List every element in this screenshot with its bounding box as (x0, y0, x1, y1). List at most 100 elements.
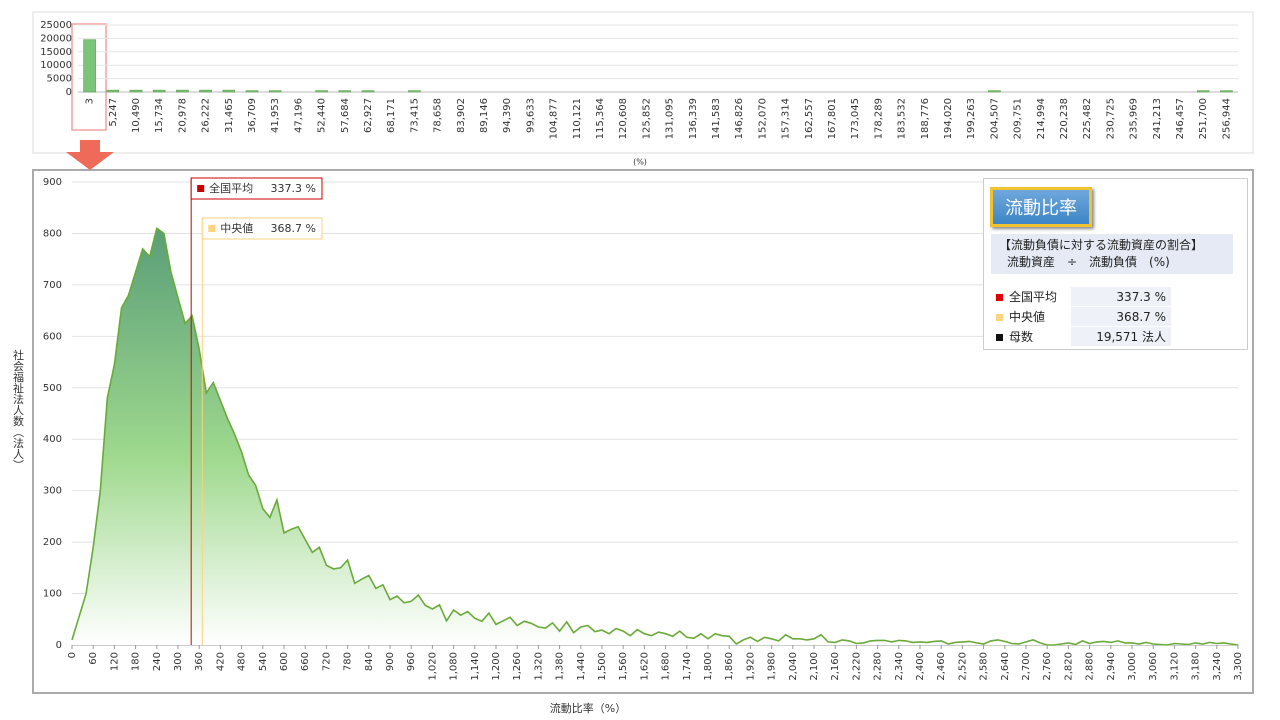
bar (361, 90, 375, 93)
x-tick-label: 2,640 (1000, 652, 1011, 681)
x-tick-label: 1,500 (597, 652, 608, 681)
bar (268, 90, 282, 93)
x-tick-label: 1,440 (576, 652, 587, 681)
x-tick-label: 2,340 (894, 652, 905, 681)
x-tick-label: 780 (343, 652, 354, 671)
x-tick-label: 83,902 (456, 98, 467, 133)
x-tick-label: 3,300 (1233, 652, 1244, 681)
x-tick-label: 178,289 (873, 98, 884, 139)
x-tick-label: 2,040 (788, 652, 799, 681)
x-tick-label: 162,557 (804, 98, 815, 139)
bar (199, 89, 212, 93)
x-tick-label: 2,760 (1042, 652, 1053, 681)
x-tick-label: 235,969 (1129, 98, 1140, 139)
x-tick-label: 1,260 (512, 652, 523, 681)
x-tick-label: 1,920 (745, 652, 756, 681)
x-tick-label: 2,400 (915, 652, 926, 681)
info-box: 流動比率 【流動負債に対する流動資産の割合】 流動資産 ÷ 流動負債 (%) 全… (983, 178, 1248, 350)
x-tick-label: 183,532 (897, 98, 908, 139)
x-tick-label: 3,060 (1148, 652, 1159, 681)
y-tick-label: 10000 (40, 60, 72, 71)
x-tick-label: 52,440 (317, 98, 328, 133)
x-tick-label: 73,415 (409, 98, 420, 133)
row-label-text: 母数 (1009, 330, 1034, 344)
bar (106, 89, 120, 93)
x-tick-label: 1,860 (724, 652, 735, 681)
x-tick-label: 36,709 (247, 98, 258, 133)
x-tick-label: 251,700 (1198, 98, 1209, 139)
x-tick-label: 540 (258, 652, 269, 671)
bar (1196, 90, 1210, 93)
x-tick-label: 60 (88, 652, 99, 665)
arrow (66, 140, 114, 170)
x-tick-label: 2,940 (1106, 652, 1117, 681)
y-tick-label: 500 (43, 383, 62, 394)
x-axis-title: 流動比率（%） (550, 701, 626, 715)
x-tick-label: 900 (385, 652, 396, 671)
x-tick-label: 68,171 (386, 98, 397, 133)
x-tick-label: 47,196 (293, 98, 304, 133)
x-tick-label: 15,734 (154, 98, 165, 133)
area-line (71, 226, 1239, 646)
info-row: 母数 19,571 法人 (991, 326, 1171, 347)
x-tick-label: 173,045 (850, 98, 861, 139)
reference-label-box (201, 217, 323, 240)
x-tick-label: 225,482 (1082, 98, 1093, 139)
row-swatch (996, 334, 1003, 341)
x-tick-label: 2,820 (1063, 652, 1074, 681)
bar (245, 90, 259, 93)
y-axis-title: 社会福祉法人数（法人） (12, 348, 25, 470)
bar (315, 90, 328, 93)
overview-panel (32, 11, 1254, 154)
x-tick-label: 199,263 (966, 98, 977, 139)
bar (176, 89, 189, 93)
area-fill (72, 228, 1238, 646)
x-tick-label: 1,680 (661, 652, 672, 681)
x-tick-label: 136,339 (688, 98, 699, 139)
selection-box (71, 23, 107, 131)
x-tick-label: 960 (406, 652, 417, 671)
y-tick-label: 5000 (47, 74, 72, 85)
x-tick-label: 1,980 (767, 652, 778, 681)
x-tick-label: 300 (173, 652, 184, 671)
x-tick-label: 2,280 (873, 652, 884, 681)
y-tick-label: 25000 (40, 20, 72, 31)
x-tick-label: 246,457 (1175, 98, 1186, 139)
y-tick-label: 200 (43, 537, 62, 548)
x-tick-label: 41,953 (270, 98, 281, 133)
row-value: 368.7 % (1071, 306, 1171, 327)
x-tick-label: 204,507 (989, 98, 1000, 139)
x-tick-label: 240 (152, 652, 163, 671)
x-tick-label: 31,465 (224, 98, 235, 133)
x-tick-label: 89,146 (479, 98, 490, 133)
x-tick-label: 209,751 (1013, 98, 1024, 139)
y-tick-label: 0 (56, 640, 62, 651)
x-tick-label: 125,852 (641, 98, 652, 139)
x-tick-label: 2,700 (1021, 652, 1032, 681)
x-tick-label: 420 (215, 652, 226, 671)
bar (222, 89, 236, 93)
x-tick-label: 256,944 (1221, 98, 1232, 139)
x-tick-label: 1,320 (533, 652, 544, 681)
row-value: 337.3 % (1071, 287, 1171, 307)
x-tick-label: 1,740 (682, 652, 693, 681)
x-tick-label: 120,608 (618, 98, 629, 139)
x-tick-label: 20,978 (177, 98, 188, 133)
row-label: 中央値 (991, 306, 1071, 327)
x-tick-label: 214,994 (1036, 98, 1047, 139)
x-tick-label: 2,160 (830, 652, 841, 681)
x-tick-label: 1,200 (491, 652, 502, 681)
y-tick-label: 20000 (40, 33, 72, 44)
x-tick-label: 1,380 (555, 652, 566, 681)
reference-swatch (208, 225, 216, 232)
x-tick-label: 5,247 (108, 98, 119, 127)
x-tick-label: 2,580 (979, 652, 990, 681)
x-tick-label: 3,180 (1191, 652, 1202, 681)
info-table: 全国平均 337.3 % 中央値 368.7 % 母数 19,571 法人 (991, 287, 1171, 347)
info-row: 全国平均 337.3 % (991, 287, 1171, 307)
y-tick-label: 900 (43, 177, 62, 188)
x-tick-label: 167,801 (827, 98, 838, 139)
bar (129, 89, 143, 93)
bar (408, 90, 421, 93)
